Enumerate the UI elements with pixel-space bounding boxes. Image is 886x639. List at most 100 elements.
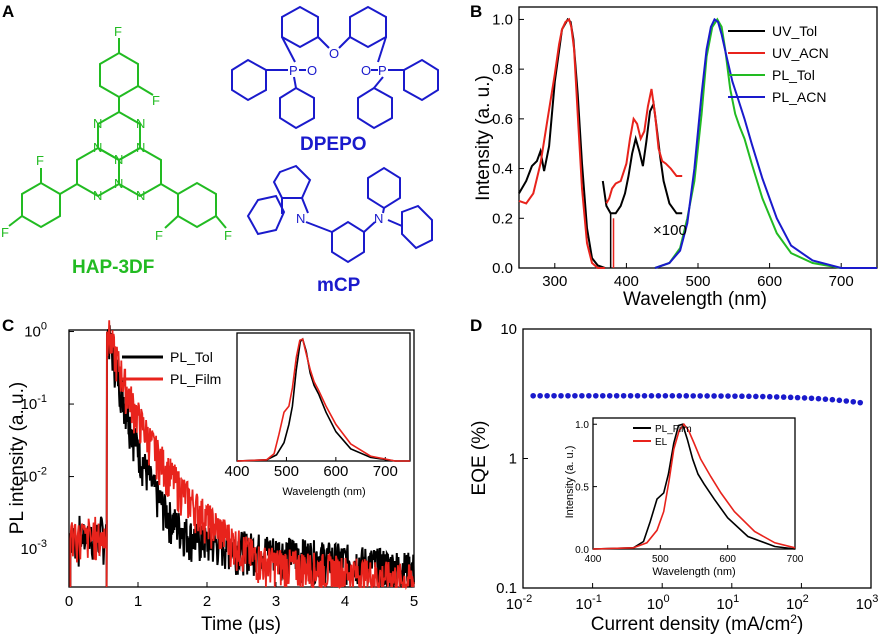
inset-y-tick-label: 1.0	[575, 420, 589, 431]
eqe-point	[780, 394, 787, 400]
inset-x-tick-label: 400	[585, 554, 602, 565]
panel-b-y-axis-label: Intensity (a. u.)	[473, 75, 494, 201]
eqe-point	[558, 392, 564, 399]
dpepo-structure: O P O O P DPEPO	[231, 5, 439, 155]
eqe-point	[857, 399, 864, 406]
nitrogen-atom: N	[114, 152, 123, 167]
panel-c-plot-area	[68, 329, 415, 588]
panel-b-label: B	[470, 2, 482, 21]
mcp-label: mCP	[317, 275, 361, 296]
eqe-point	[655, 393, 662, 399]
x-tick-label: 2	[203, 593, 211, 610]
eqe-point	[746, 393, 752, 400]
legend-label-pl-acn: PL_ACN	[772, 89, 826, 105]
x-tick-label: 10-1	[575, 593, 601, 613]
inset-x-tick-label: 400	[224, 463, 249, 480]
legend-label-pl-tol: PL_Tol	[170, 349, 213, 365]
eqe-point	[613, 392, 620, 399]
phosphorus-atom: P	[289, 63, 298, 78]
inset-x-tick-label: 700	[787, 554, 804, 565]
nitrogen-atom: N	[93, 188, 102, 203]
eqe-point	[760, 393, 766, 400]
series-line-pl-acn	[654, 17, 877, 269]
panel-c-inset: 400 500 600 700 Wavelength (nm)	[224, 332, 411, 498]
panel-d-inset-x-axis-label: Wavelength (nm)	[652, 566, 735, 578]
nitrogen-atom: N	[93, 140, 102, 155]
eqe-point	[794, 394, 801, 401]
x-tick-label: 1	[134, 593, 142, 610]
panel-d-inset-y-axis-label: Intensity (a. u.)	[564, 446, 576, 519]
legend-label-uv-tol: UV_Tol	[772, 23, 817, 39]
eqe-point	[586, 392, 592, 399]
inset-y-tick-label: 0.5	[575, 483, 589, 494]
y-tick-label: 10-3	[21, 538, 47, 558]
eqe-point	[634, 392, 641, 399]
inset-x-tick-label: 700	[373, 463, 398, 480]
panel-d-label: D	[470, 316, 482, 335]
nitrogen-atom: N	[136, 140, 145, 155]
y-tick-label: 1.0	[492, 11, 513, 28]
y-tick-label: 0.2	[492, 210, 513, 227]
y-tick-label: 10-2	[21, 466, 47, 486]
inset-x-tick-label: 600	[719, 554, 736, 565]
y-tick-label: 0.6	[492, 111, 513, 128]
eqe-point	[829, 396, 836, 403]
legend-label-uv-acn: UV_ACN	[772, 45, 829, 61]
eqe-point	[662, 393, 669, 399]
y-tick-label: 10-1	[21, 393, 47, 413]
oxygen-atom: O	[361, 63, 371, 78]
series-line-uv-acn-x100	[605, 88, 683, 204]
panel-c-legend: PL_Tol PL_Film	[122, 349, 221, 387]
eqe-point	[620, 392, 627, 399]
legend-label-pl-film: PL_Film	[170, 371, 221, 387]
nitrogen-atom: N	[374, 211, 383, 226]
y-tick-label: 0.1	[496, 580, 517, 597]
panel-d-y-axis-label: EQE (%)	[469, 421, 490, 496]
fluorine-atom: F	[155, 228, 163, 243]
eqe-point	[725, 393, 731, 399]
panel-d-inset: 400 500 600 700 0.0 0.5 1.0 PL_Film EL Wavele…	[564, 417, 804, 578]
eqe-point	[676, 393, 683, 399]
eqe-point	[836, 397, 843, 404]
fluorine-atom: F	[152, 93, 160, 108]
eqe-point	[537, 392, 543, 399]
fluorine-atom: F	[224, 228, 232, 243]
oxygen-atom: O	[329, 46, 339, 61]
fluorine-atom: F	[114, 24, 122, 39]
eqe-point	[697, 393, 703, 399]
y-tick-label: 10	[500, 321, 517, 338]
x-tick-label: 101	[716, 593, 739, 613]
x-tick-label: 102	[786, 593, 809, 613]
series-line-uv-tol-x100	[601, 100, 683, 215]
eqe-point	[808, 395, 815, 402]
eqe-point	[787, 394, 794, 401]
panel-b-x-axis-label: Wavelength (nm)	[623, 289, 767, 310]
x-tick-label: 3	[272, 593, 280, 610]
phosphorus-atom: P	[378, 63, 387, 78]
series-line-uv-acn	[518, 17, 605, 269]
hap-3df-structure: F F N N N N N N N N F F F	[1, 24, 232, 278]
hap-3df-label: HAP-3DF	[72, 257, 154, 278]
series-line-uv-tol	[518, 17, 606, 269]
eqe-point	[683, 393, 690, 399]
eqe-point	[822, 396, 829, 402]
eqe-point	[530, 392, 536, 399]
eqe-point	[648, 392, 655, 399]
eqe-point	[739, 393, 745, 400]
eqe-point	[843, 398, 850, 404]
eqe-point	[753, 393, 759, 400]
y-tick-label: 1	[509, 451, 517, 468]
eqe-point	[690, 393, 697, 399]
legend-label-el: EL	[655, 437, 668, 448]
eqe-point	[704, 393, 710, 399]
x-tick-label: 400	[614, 273, 639, 290]
scale-annotation: ×100	[653, 222, 687, 239]
fluorine-atom: F	[1, 225, 9, 240]
y-tick-label: 100	[24, 321, 47, 341]
eqe-point	[732, 393, 738, 399]
panel-c-inset-plot-area	[236, 332, 411, 462]
eqe-point	[599, 392, 606, 399]
eqe-point	[579, 392, 585, 399]
eqe-point	[641, 392, 648, 399]
